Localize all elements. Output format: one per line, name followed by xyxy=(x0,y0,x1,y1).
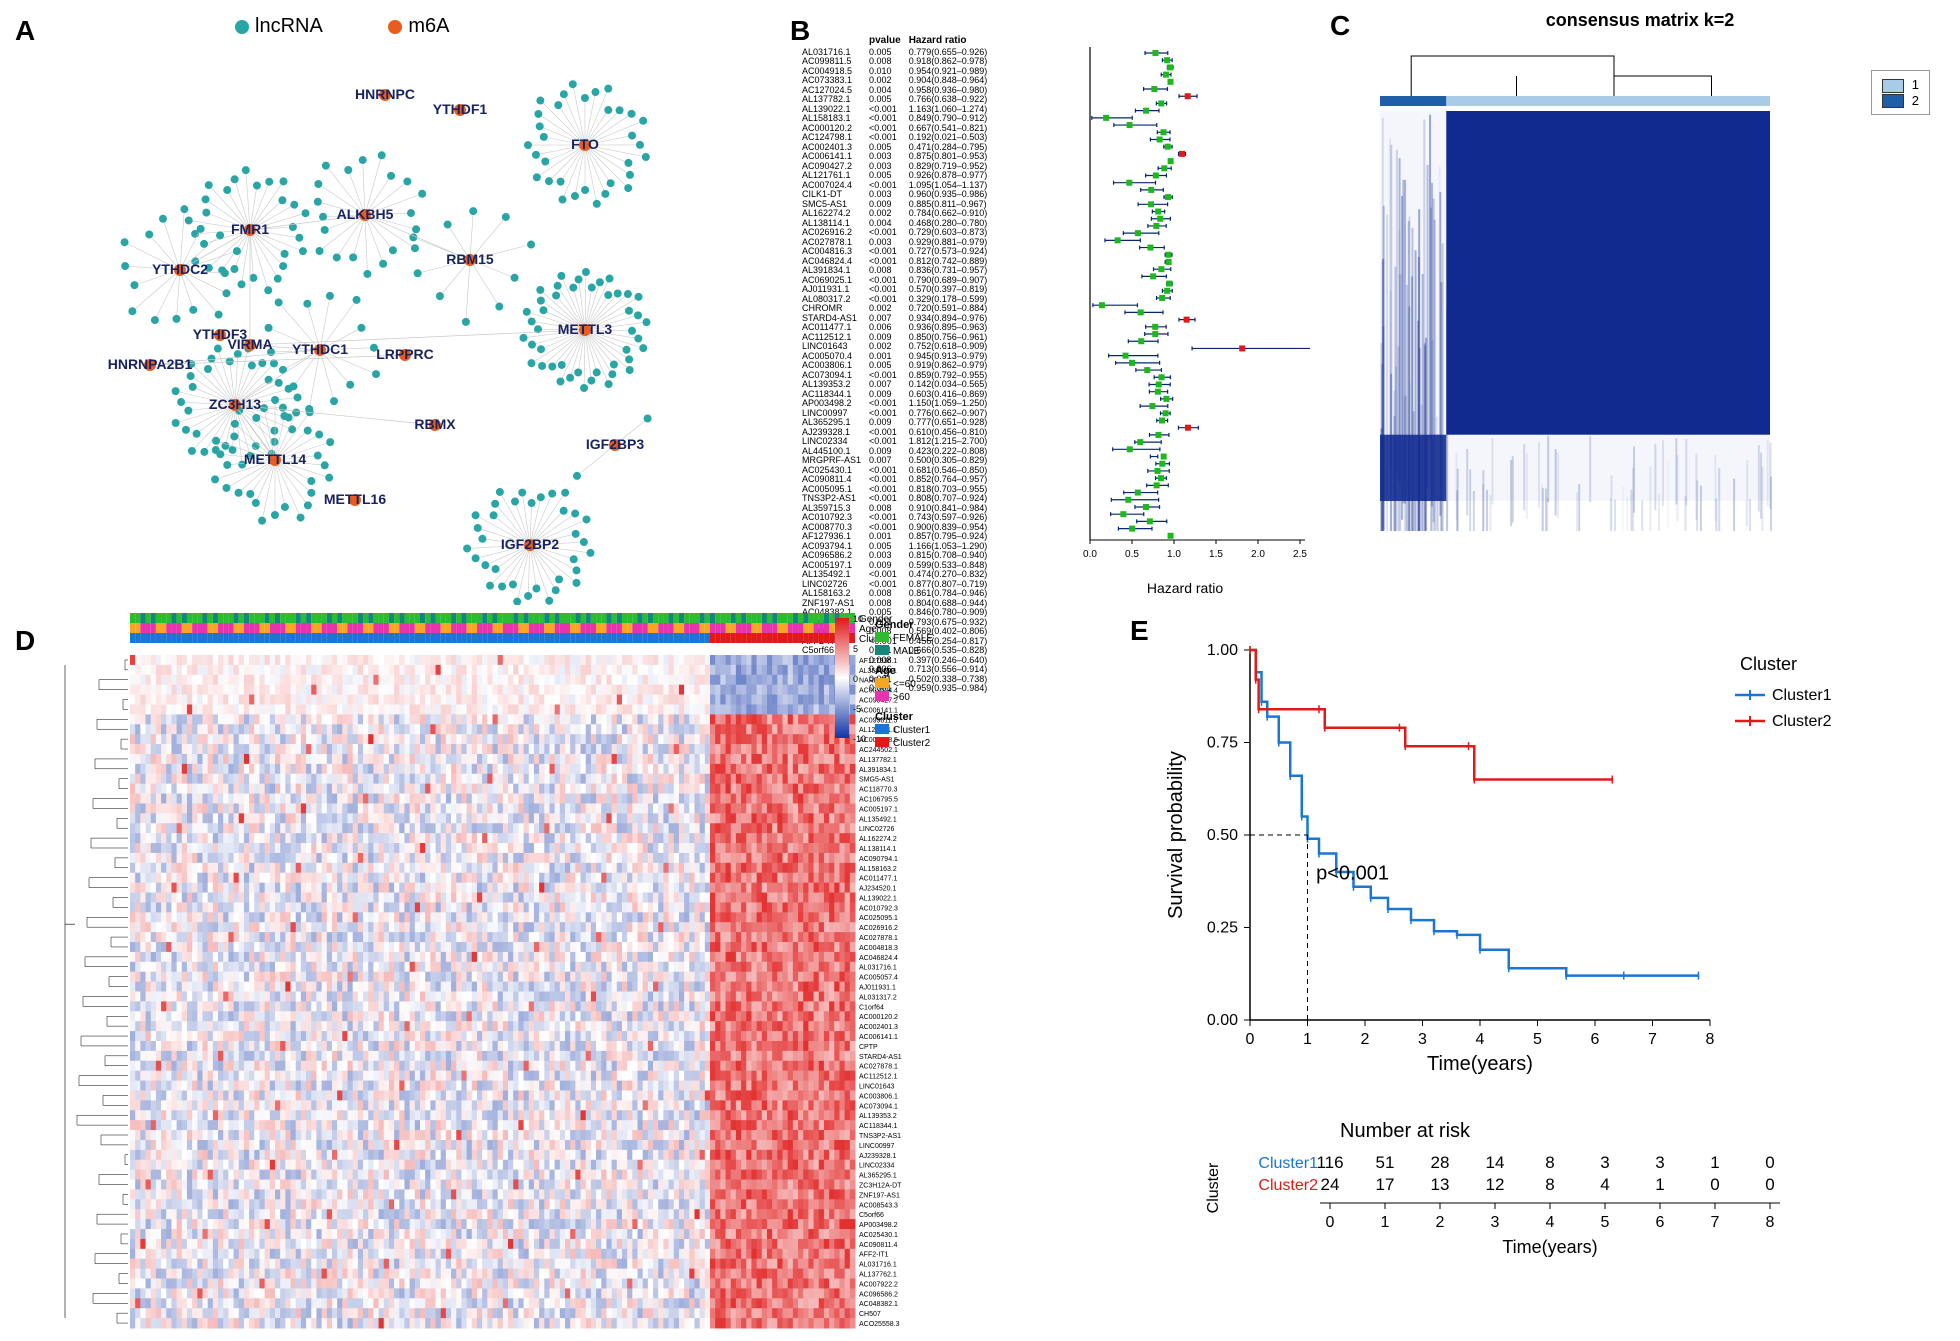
svg-text:YTHDC2: YTHDC2 xyxy=(152,261,208,277)
svg-text:YTHDF1: YTHDF1 xyxy=(433,101,488,117)
consensus-matrix xyxy=(1350,31,1800,531)
svg-text:IGF2BP3: IGF2BP3 xyxy=(586,436,645,452)
svg-text:RBMX: RBMX xyxy=(414,416,456,432)
panel-a-label: A xyxy=(15,15,35,47)
svg-text:2.0: 2.0 xyxy=(1251,549,1265,560)
svg-text:IGF2BP2: IGF2BP2 xyxy=(501,536,560,552)
panel-c-title: consensus matrix k=2 xyxy=(1350,10,1930,31)
svg-text:2.5: 2.5 xyxy=(1293,549,1307,560)
svg-text:VIRMA: VIRMA xyxy=(227,336,272,352)
svg-text:0.0: 0.0 xyxy=(1083,549,1097,560)
svg-text:METTL16: METTL16 xyxy=(324,491,386,507)
forest-plot-svg: 0.0 0.5 1.0 1.5 2.0 2.5 xyxy=(1060,45,1310,565)
heatmap: GenderAgeClusterAF127936.1AL359669.1NARF… xyxy=(55,613,1055,1333)
svg-text:ZC3H13: ZC3H13 xyxy=(209,396,261,412)
svg-text:LRPPRC: LRPPRC xyxy=(376,346,434,362)
panel-c-legend: 1 2 xyxy=(1871,70,1930,115)
panel-c-consensus: consensus matrix k=2 1 2 xyxy=(1350,10,1930,590)
panel-d-heatmap: GenderAgeClusterAF127936.1AL359669.1NARF… xyxy=(55,613,1055,1333)
risk-table: Number at risk ClusterCluster11165128148… xyxy=(1200,1120,1900,1298)
svg-text:HNRNPA2B1: HNRNPA2B1 xyxy=(108,356,193,372)
risk-table-svg: ClusterCluster111651281483310Cluster2241… xyxy=(1200,1143,1900,1293)
svg-text:METTL14: METTL14 xyxy=(244,451,306,467)
panel-b-forest: pvalueHazard ratioAL031716.10.0050.779(0… xyxy=(800,15,1320,605)
network-diagram: HNRNPC YTHDF1 FTO FMR1 ALKBH5 RBM15 YTHDC2 YTHD… xyxy=(55,45,785,605)
svg-text:HNRNPC: HNRNPC xyxy=(355,86,415,102)
svg-text:ALKBH5: ALKBH5 xyxy=(337,206,394,222)
svg-text:1.0: 1.0 xyxy=(1167,549,1181,560)
svg-text:FTO: FTO xyxy=(571,136,599,152)
svg-text:FMR1: FMR1 xyxy=(231,221,269,237)
svg-text:YTHDC1: YTHDC1 xyxy=(292,341,348,357)
panel-a-network: lncRNA m6A HNRNPC YTHDF1 FTO FMR1 ALKBH5 RBM1… xyxy=(55,15,785,605)
svg-text:RBM15: RBM15 xyxy=(446,251,494,267)
panel-c-label: C xyxy=(1330,10,1350,42)
survival-plot: 0.000.250.500.751.00012345678p<0.001Surv… xyxy=(1160,620,1920,1080)
forest-xlabel: Hazard ratio xyxy=(1060,580,1310,596)
panel-a-legend: lncRNA m6A xyxy=(235,15,509,38)
panel-e-label: E xyxy=(1130,615,1149,647)
svg-text:0.5: 0.5 xyxy=(1125,549,1139,560)
forest-table: pvalueHazard ratioAL031716.10.0050.779(0… xyxy=(800,35,995,695)
panel-e-survival: 0.000.250.500.751.00012345678p<0.001Surv… xyxy=(1160,620,1920,1320)
panel-d-label: D xyxy=(15,625,35,657)
svg-text:METTL3: METTL3 xyxy=(558,321,613,337)
svg-text:1.5: 1.5 xyxy=(1209,549,1223,560)
